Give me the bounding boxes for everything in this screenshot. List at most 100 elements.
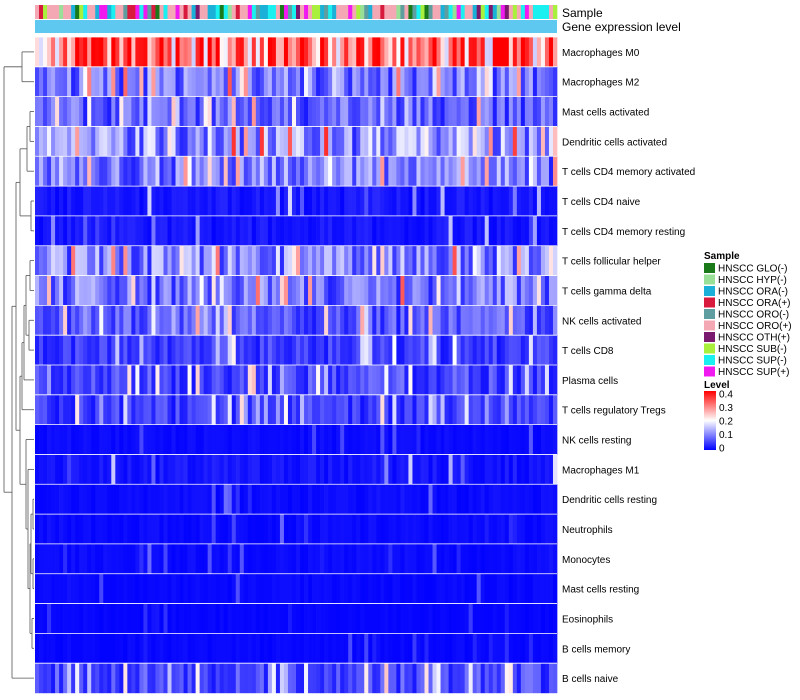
heatmap-cell [47, 394, 52, 425]
sample-annotation-cell [424, 5, 429, 19]
heatmap-cell [300, 454, 305, 485]
heatmap-cell [283, 37, 289, 68]
heatmap-cell [159, 335, 164, 366]
heatmap-cell [524, 365, 530, 396]
heatmap-cell [47, 275, 52, 306]
heatmap-cell [75, 245, 80, 276]
heatmap-cell [171, 186, 176, 217]
heatmap-cell [452, 394, 457, 425]
heatmap-cell [143, 305, 148, 336]
heatmap-cell [79, 394, 84, 425]
heatmap-cell [432, 215, 437, 246]
heatmap-cell [71, 186, 76, 217]
heatmap-cell [528, 424, 534, 455]
heatmap-cell [396, 424, 401, 455]
heatmap-cell [456, 573, 461, 604]
heatmap-cell [199, 663, 204, 694]
heatmap-cell [223, 365, 229, 396]
heatmap-cell [372, 484, 377, 515]
heatmap-cell [364, 573, 369, 604]
heatmap-cell [155, 186, 160, 217]
heatmap-cell [83, 126, 88, 157]
heatmap-cell [336, 514, 341, 545]
heatmap-cell [235, 66, 241, 97]
heatmap-cell [548, 96, 554, 127]
heatmap-cell [59, 424, 64, 455]
heatmap-cell [167, 484, 172, 515]
heatmap-cell [384, 663, 389, 694]
heatmap-cell [199, 37, 204, 68]
heatmap-cell [35, 215, 40, 246]
heatmap-cell [107, 186, 112, 217]
heatmap-cell [424, 186, 429, 217]
heatmap-cell [536, 186, 542, 217]
sample-annotation-cell [195, 5, 200, 19]
heatmap-cell [444, 37, 449, 68]
heatmap-cell [255, 126, 261, 157]
heatmap-cell [95, 245, 100, 276]
heatmap-cell [203, 663, 209, 694]
heatmap-cell [504, 573, 510, 604]
heatmap-cell [552, 156, 558, 187]
heatmap-cell [432, 543, 437, 574]
heatmap-cell [163, 186, 168, 217]
heatmap-cell [348, 663, 353, 694]
heatmap-cell [35, 96, 40, 127]
heatmap-cell [119, 275, 124, 306]
annotation-label-gene-expression: Gene expression level [562, 20, 681, 34]
heatmap-cell [344, 335, 349, 366]
heatmap-cell [444, 335, 449, 366]
heatmap-cell [143, 156, 148, 187]
heatmap-cell [500, 126, 506, 157]
heatmap-cell [227, 484, 233, 515]
heatmap-cell [195, 215, 200, 246]
heatmap-cell [151, 66, 156, 97]
heatmap-cell [472, 365, 478, 396]
heatmap-cell [47, 245, 52, 276]
heatmap-cell [512, 603, 518, 634]
heatmap-cell [223, 156, 229, 187]
sample-annotation-cell [456, 5, 461, 19]
heatmap-cell [396, 126, 401, 157]
heatmap-cell [159, 66, 164, 97]
heatmap-cell [227, 215, 233, 246]
heatmap-cell [504, 663, 510, 694]
sample-annotation-cell [400, 5, 405, 19]
heatmap-cell [119, 484, 124, 515]
heatmap-cell [63, 663, 68, 694]
heatmap-cell [320, 633, 325, 664]
heatmap-cell [544, 275, 550, 306]
heatmap-cell [460, 305, 465, 336]
heatmap-cell [384, 365, 389, 396]
heatmap-cell [392, 573, 397, 604]
heatmap-cell [500, 603, 506, 634]
heatmap-cell [99, 215, 104, 246]
heatmap-cell [259, 275, 265, 306]
heatmap-cell [115, 365, 120, 396]
heatmap-cell [67, 484, 72, 515]
sample-annotation-cell [35, 5, 40, 19]
heatmap-cell [352, 96, 357, 127]
heatmap-cell [352, 215, 357, 246]
heatmap-cell [300, 96, 305, 127]
heatmap-cell [263, 394, 269, 425]
level-legend-tick: 0.4 [719, 390, 733, 401]
heatmap-cell [404, 514, 409, 545]
heatmap-cell [408, 424, 413, 455]
sample-annotation-cell [111, 5, 116, 19]
heatmap-cell [464, 156, 470, 187]
heatmap-cell [219, 633, 225, 664]
heatmap-cell [275, 305, 281, 336]
heatmap-cell [183, 275, 188, 306]
heatmap-cell [436, 305, 441, 336]
heatmap-cell [239, 663, 245, 694]
heatmap-cell [255, 543, 261, 574]
heatmap-cell [332, 573, 337, 604]
heatmap-cell [296, 484, 301, 515]
heatmap-cell [532, 663, 538, 694]
heatmap-cell [123, 335, 128, 366]
heatmap-cell [103, 484, 108, 515]
heatmap-cell [227, 603, 233, 634]
heatmap-cell [43, 335, 48, 366]
heatmap-cell [404, 663, 409, 694]
